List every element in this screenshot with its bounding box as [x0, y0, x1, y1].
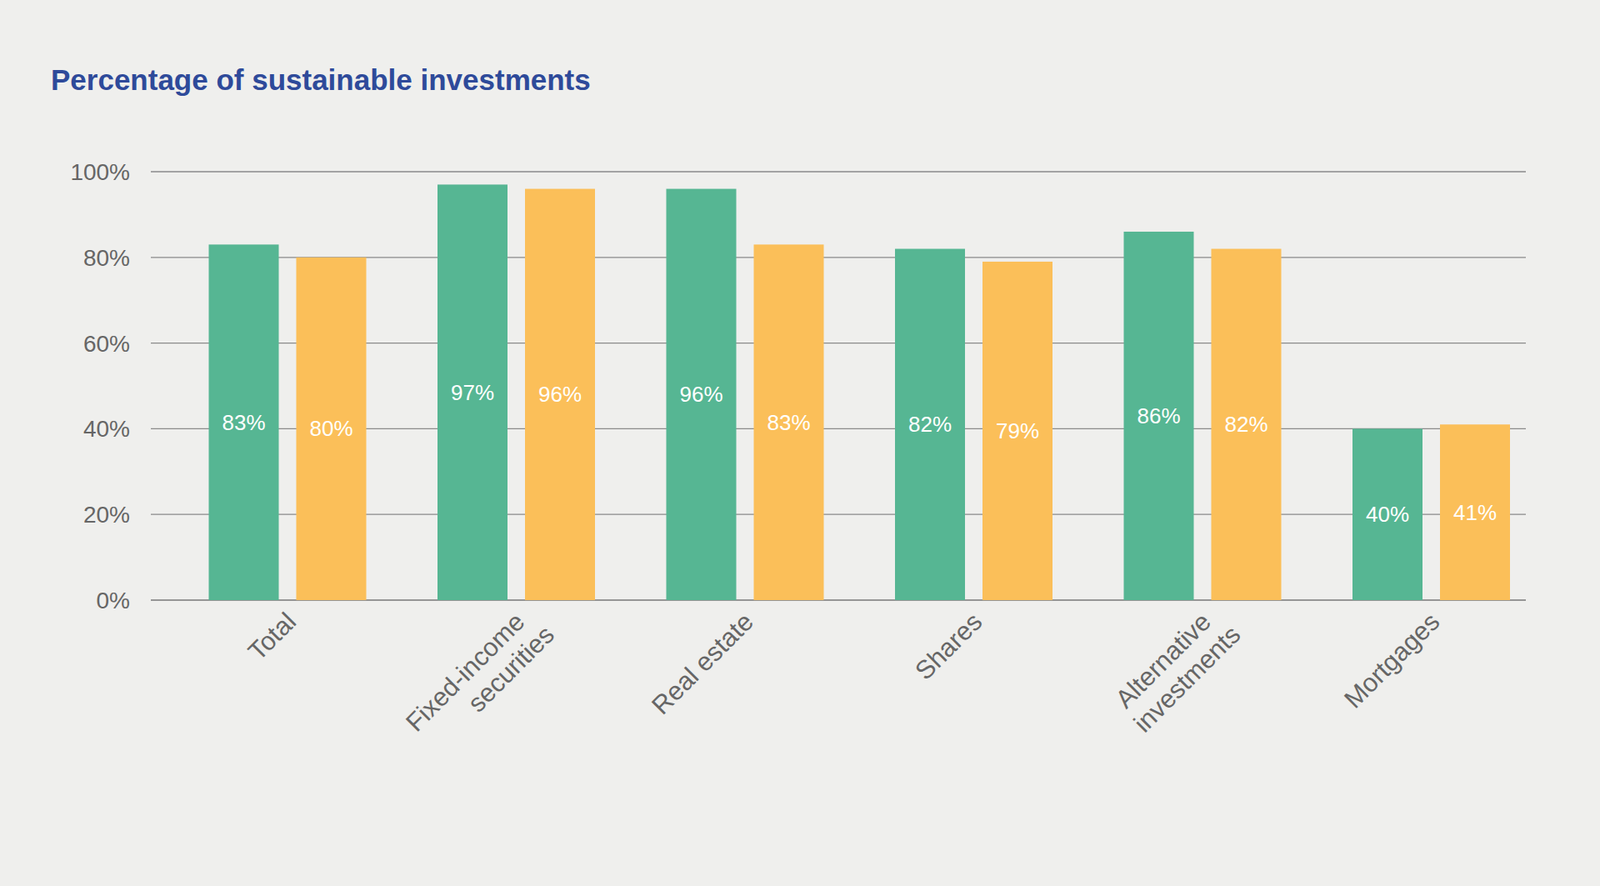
data-label: 79%: [995, 418, 1040, 444]
chart-container: Percentage of sustainable investments 0% 2…: [0, 0, 1600, 886]
grid-line: [150, 170, 1526, 172]
y-tick-label: 20%: [83, 501, 130, 528]
bar: [1124, 231, 1195, 600]
data-label: 96%: [679, 381, 723, 407]
bar: [1440, 424, 1510, 600]
data-labels: 83% 80% 97% 96% 96% 83% 82% 79% 86% 82% 40% 41%: [221, 380, 1497, 527]
data-label: 96%: [538, 381, 582, 407]
x-tick-label: Total: [242, 606, 302, 666]
bars: [209, 184, 1511, 600]
y-tick-label: 0%: [96, 587, 130, 614]
x-tick-label: Fixed-incomesecurities: [400, 598, 560, 759]
data-label: 97%: [450, 380, 495, 405]
data-label: 83%: [221, 410, 265, 435]
y-tick-label: 40%: [83, 415, 130, 442]
data-label: 80%: [309, 415, 353, 441]
bar: [296, 257, 367, 600]
bar: [982, 261, 1053, 600]
x-tick-label: Shares: [909, 606, 988, 685]
y-tick-label: 100%: [70, 159, 130, 185]
bar: [666, 189, 737, 600]
data-label: 83%: [766, 410, 810, 435]
y-tick-label: 80%: [83, 245, 130, 271]
data-label: 86%: [1136, 403, 1180, 429]
bar: [437, 184, 508, 600]
y-tick-label: 60%: [83, 330, 130, 357]
bar: [525, 189, 595, 600]
bar: [895, 249, 965, 600]
data-label: 41%: [1453, 500, 1497, 525]
data-label: 82%: [1224, 411, 1268, 437]
data-label: 40%: [1365, 501, 1410, 527]
bar: [1352, 428, 1423, 600]
x-tick-label: Mortgages: [1338, 606, 1445, 714]
x-tick-label: Real estate: [645, 606, 760, 720]
bar: [209, 244, 280, 600]
bar: [1211, 249, 1282, 600]
bar: [754, 244, 825, 600]
chart-svg: Percentage of sustainable investments 0% 2…: [0, 0, 1600, 886]
chart-title: Percentage of sustainable investments: [50, 63, 591, 96]
data-label: 82%: [908, 411, 952, 437]
x-tick-label: Alternativeinvestments: [1106, 598, 1246, 738]
